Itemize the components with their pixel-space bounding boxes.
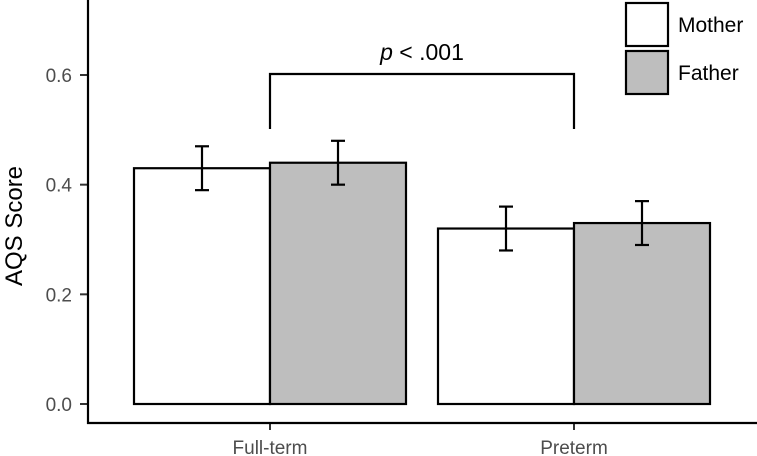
error-bar-mother-preterm — [499, 205, 513, 252]
y-tick-label: 0.4 — [46, 176, 73, 197]
legend-item-mother: Mother — [624, 1, 743, 48]
legend-label: Father — [678, 62, 739, 85]
legend: Mother Father — [624, 1, 743, 96]
y-tick-label: 0.0 — [46, 395, 72, 416]
p-value-label: p < .001 — [379, 39, 464, 65]
p-value-italic: p — [379, 39, 393, 65]
x-tick-label: Full-term — [233, 438, 308, 456]
p-value-text: < .001 — [393, 39, 464, 65]
y-axis-ticks: 0.0 0.2 0.4 0.6 — [46, 66, 88, 416]
bar-father-preterm — [572, 221, 712, 406]
legend-item-father: Father — [624, 49, 739, 96]
y-axis-title: AQS Score — [1, 166, 28, 286]
significance-bracket — [268, 72, 576, 129]
y-tick-label: 0.2 — [46, 285, 72, 306]
error-bar-father-preterm — [635, 200, 649, 247]
bar-mother-preterm — [436, 227, 576, 406]
legend-swatch — [624, 49, 670, 96]
error-bar-mother-full-term — [195, 145, 209, 192]
x-axis-ticks: Full-term Preterm — [233, 423, 608, 456]
bars — [132, 161, 712, 406]
error-bars — [195, 139, 649, 252]
legend-label: Mother — [678, 14, 743, 37]
significance-annotation: p < .001 — [268, 39, 576, 129]
legend-swatch — [624, 1, 670, 48]
error-bar-father-full-term — [331, 139, 345, 186]
x-tick-label: Preterm — [540, 438, 608, 456]
bar-mother-full-term — [132, 167, 272, 406]
y-tick-label: 0.6 — [46, 66, 72, 87]
bar-father-full-term — [268, 161, 408, 406]
